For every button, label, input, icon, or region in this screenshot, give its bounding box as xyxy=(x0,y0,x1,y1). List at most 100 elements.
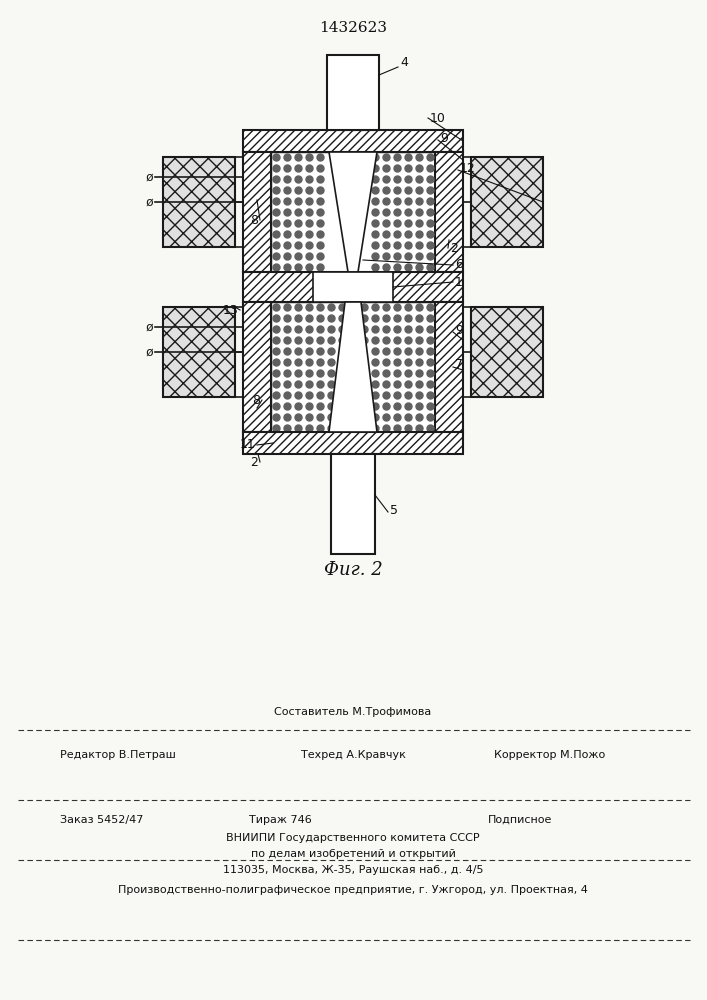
Circle shape xyxy=(372,253,379,260)
Circle shape xyxy=(427,304,434,311)
Circle shape xyxy=(317,231,324,238)
Circle shape xyxy=(394,165,401,172)
Polygon shape xyxy=(329,152,377,272)
Circle shape xyxy=(405,392,412,399)
Circle shape xyxy=(317,403,324,410)
Circle shape xyxy=(339,326,346,333)
Circle shape xyxy=(416,154,423,161)
Circle shape xyxy=(372,220,379,227)
Circle shape xyxy=(284,337,291,344)
Circle shape xyxy=(394,198,401,205)
Circle shape xyxy=(383,176,390,183)
Polygon shape xyxy=(163,157,235,247)
Circle shape xyxy=(394,253,401,260)
Circle shape xyxy=(284,231,291,238)
Circle shape xyxy=(317,253,324,260)
Circle shape xyxy=(383,242,390,249)
Circle shape xyxy=(317,337,324,344)
Circle shape xyxy=(317,154,324,161)
Circle shape xyxy=(427,165,434,172)
Polygon shape xyxy=(243,152,271,272)
Circle shape xyxy=(306,242,313,249)
Circle shape xyxy=(383,264,390,271)
Circle shape xyxy=(383,198,390,205)
Polygon shape xyxy=(329,302,377,432)
Circle shape xyxy=(372,337,379,344)
Text: Составитель М.Трофимова: Составитель М.Трофимова xyxy=(274,707,432,717)
Circle shape xyxy=(416,370,423,377)
Circle shape xyxy=(405,304,412,311)
Circle shape xyxy=(350,337,357,344)
Circle shape xyxy=(383,220,390,227)
Circle shape xyxy=(372,165,379,172)
Circle shape xyxy=(383,414,390,421)
Circle shape xyxy=(306,359,313,366)
Circle shape xyxy=(295,304,302,311)
Circle shape xyxy=(295,337,302,344)
Polygon shape xyxy=(435,302,463,432)
Circle shape xyxy=(361,315,368,322)
Circle shape xyxy=(350,304,357,311)
Circle shape xyxy=(317,187,324,194)
Circle shape xyxy=(405,242,412,249)
Circle shape xyxy=(284,154,291,161)
Circle shape xyxy=(394,315,401,322)
Circle shape xyxy=(416,392,423,399)
Circle shape xyxy=(383,165,390,172)
Circle shape xyxy=(405,231,412,238)
Text: ВНИИПИ Государственного комитета СССР: ВНИИПИ Государственного комитета СССР xyxy=(226,833,480,843)
Circle shape xyxy=(405,337,412,344)
Circle shape xyxy=(405,348,412,355)
Circle shape xyxy=(405,315,412,322)
Text: 7: 7 xyxy=(455,359,463,371)
Circle shape xyxy=(372,198,379,205)
Circle shape xyxy=(405,425,412,432)
Circle shape xyxy=(328,337,335,344)
Circle shape xyxy=(317,242,324,249)
Text: ø: ø xyxy=(145,320,153,334)
Circle shape xyxy=(416,381,423,388)
Circle shape xyxy=(427,315,434,322)
Circle shape xyxy=(372,154,379,161)
Circle shape xyxy=(284,425,291,432)
Circle shape xyxy=(405,414,412,421)
Polygon shape xyxy=(243,130,463,152)
Circle shape xyxy=(295,242,302,249)
Circle shape xyxy=(383,337,390,344)
Circle shape xyxy=(372,370,379,377)
Circle shape xyxy=(284,359,291,366)
Circle shape xyxy=(273,198,280,205)
Text: ø: ø xyxy=(145,170,153,184)
Circle shape xyxy=(383,370,390,377)
Circle shape xyxy=(394,242,401,249)
Circle shape xyxy=(405,220,412,227)
Circle shape xyxy=(306,370,313,377)
Text: Тираж 746: Тираж 746 xyxy=(249,815,311,825)
Circle shape xyxy=(295,392,302,399)
Circle shape xyxy=(306,231,313,238)
Circle shape xyxy=(416,187,423,194)
Circle shape xyxy=(273,165,280,172)
Circle shape xyxy=(317,370,324,377)
Circle shape xyxy=(295,176,302,183)
Circle shape xyxy=(273,392,280,399)
Circle shape xyxy=(372,359,379,366)
Circle shape xyxy=(273,209,280,216)
Circle shape xyxy=(383,209,390,216)
Circle shape xyxy=(295,209,302,216)
Circle shape xyxy=(372,176,379,183)
Circle shape xyxy=(273,348,280,355)
Circle shape xyxy=(295,425,302,432)
Circle shape xyxy=(328,403,335,410)
Circle shape xyxy=(427,154,434,161)
Circle shape xyxy=(394,370,401,377)
Circle shape xyxy=(427,187,434,194)
Text: Фиг. 2: Фиг. 2 xyxy=(324,561,382,579)
Circle shape xyxy=(416,414,423,421)
Circle shape xyxy=(405,359,412,366)
Circle shape xyxy=(284,381,291,388)
Text: 1: 1 xyxy=(455,275,463,288)
Circle shape xyxy=(427,337,434,344)
Circle shape xyxy=(328,392,335,399)
Polygon shape xyxy=(243,302,271,432)
